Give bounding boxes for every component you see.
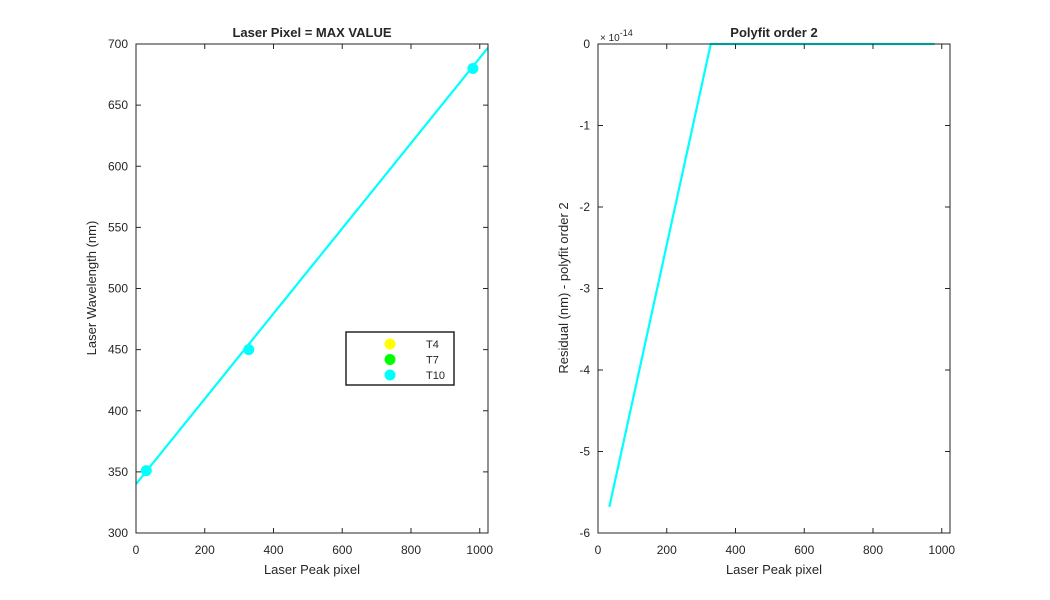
left-y-axis-label: Laser Wavelength (nm): [84, 221, 99, 356]
legend-marker-t4: [384, 338, 396, 350]
left-y-tick-label: 500: [108, 282, 128, 296]
legend-box: [345, 331, 455, 386]
left-x-tick-label: 600: [332, 543, 352, 557]
left-data-point: [467, 62, 479, 74]
right-x-tick-label: 0: [595, 543, 602, 557]
right-y-exponent: × 10-14: [600, 28, 633, 44]
left-x-ticks: 0 200 400 600 800 1000: [133, 44, 493, 557]
right-y-tick-label: -2: [579, 200, 590, 214]
legend-marker-t10: [384, 369, 396, 381]
left-x-tick-label: 1000: [466, 543, 493, 557]
legend-items: T4 T7 T10: [384, 338, 445, 382]
right-y-tick-label: -5: [579, 445, 590, 459]
left-x-tick-label: 200: [195, 543, 215, 557]
left-plot-marks: [135, 46, 489, 485]
legend: T4 T7 T10: [345, 331, 455, 386]
right-y-tick-label: 0: [583, 37, 590, 51]
right-y-tick-label: -4: [579, 363, 590, 377]
left-x-tick-label: 0: [133, 543, 140, 557]
left-x-tick-label: 400: [263, 543, 283, 557]
right-x-tick-label: 200: [657, 543, 677, 557]
right-y-tick-label: -1: [579, 119, 590, 133]
left-plot-title: Laser Pixel = MAX VALUE: [232, 25, 391, 40]
legend-label-t10: T10: [426, 370, 445, 382]
right-x-tick-label: 600: [794, 543, 814, 557]
legend-label-t7: T7: [426, 355, 439, 367]
left-series-line: [135, 46, 489, 485]
left-data-point: [140, 465, 152, 477]
left-y-ticks: 300 350 400 450 500 550 600 650 700: [108, 37, 488, 540]
right-y-exponent-power: -14: [620, 28, 633, 38]
left-y-tick-label: 600: [108, 159, 128, 173]
left-y-tick-label: 300: [108, 526, 128, 540]
left-y-tick-label: 350: [108, 465, 128, 479]
left-y-tick-label: 700: [108, 37, 128, 51]
right-y-tick-label: -3: [579, 282, 590, 296]
right-y-exponent-base: × 10: [600, 33, 620, 44]
left-y-tick-label: 450: [108, 343, 128, 357]
right-x-tick-label: 400: [725, 543, 745, 557]
legend-marker-t7: [384, 354, 396, 365]
legend-label-t4: T4: [426, 339, 439, 351]
right-y-tick-label: -6: [579, 526, 590, 540]
left-x-tick-label: 800: [401, 543, 421, 557]
left-plot: Laser Pixel = MAX VALUE 0 200 400 600 800 100…: [84, 25, 493, 577]
left-data-point: [243, 344, 255, 356]
left-y-tick-label: 550: [108, 220, 128, 234]
right-y-ticks: 0 -1 -2 -3 -4 -5 -6: [579, 37, 950, 540]
right-x-tick-label: 800: [863, 543, 883, 557]
left-x-axis-label: Laser Peak pixel: [264, 562, 360, 577]
right-x-ticks: 0 200 400 600 800 1000: [595, 44, 955, 557]
right-plot-title: Polyfit order 2: [730, 25, 817, 40]
left-y-tick-label: 400: [108, 404, 128, 418]
right-x-axis-label: Laser Peak pixel: [726, 562, 822, 577]
right-plot: Polyfit order 2 0 200 400 600 800 1000 0 -1 -2 -…: [556, 25, 955, 577]
right-y-axis-label: Residual (nm) - polyfit order 2: [556, 202, 571, 373]
right-x-tick-label: 1000: [928, 543, 955, 557]
left-y-tick-label: 650: [108, 98, 128, 112]
